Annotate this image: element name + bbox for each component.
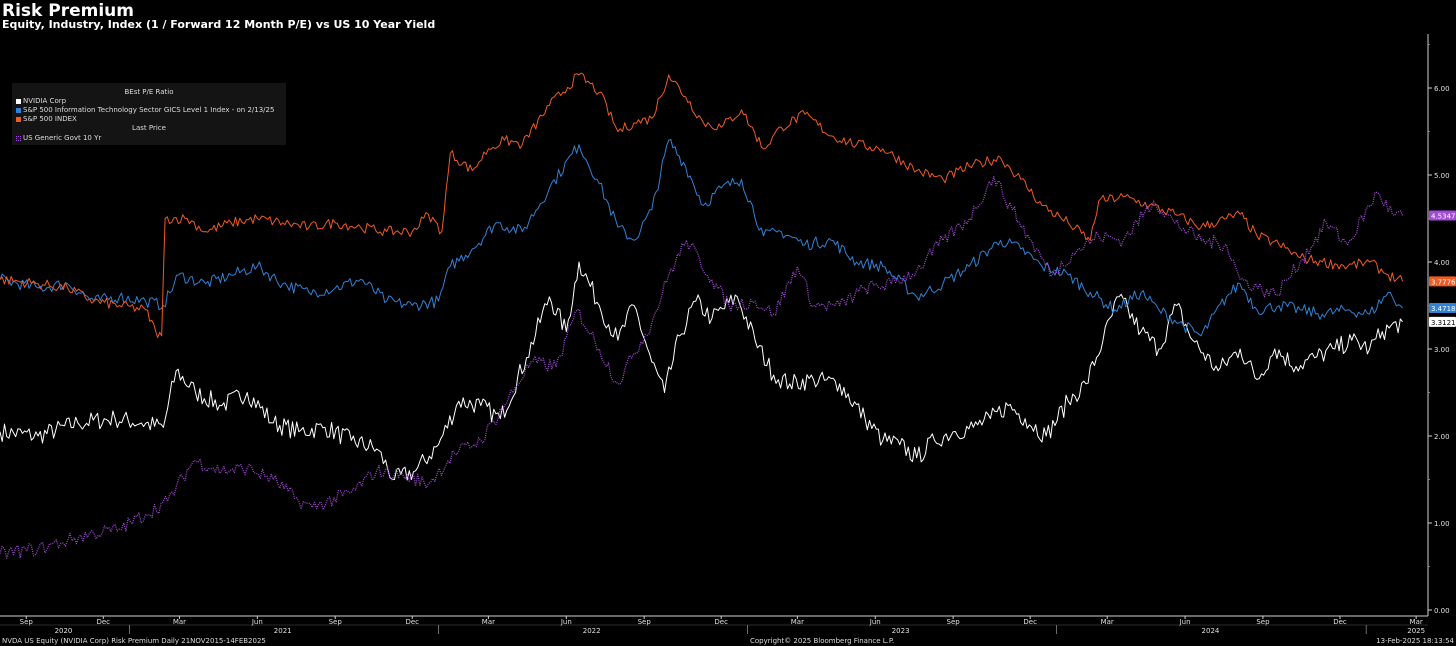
x-tick-label: Dec	[1333, 618, 1347, 626]
x-tick-label: Mar	[1410, 618, 1423, 626]
y-tick-label: 0.00	[1434, 607, 1450, 615]
y-tick-label: 6.00	[1434, 85, 1450, 93]
x-tick-label: Jun	[560, 618, 572, 626]
legend-header-pe: BEst P/E Ratio	[124, 88, 174, 96]
chart-title: Risk Premium	[2, 1, 134, 21]
x-year-label: 2025	[1407, 627, 1425, 635]
legend-item-sp500-it: S&P 500 Information Technology Sector GI…	[16, 106, 274, 114]
x-tick-label: Jun	[251, 618, 263, 626]
legend-label-sp500: S&P 500 INDEX	[23, 115, 77, 123]
series-line-sp500	[0, 72, 1404, 338]
x-tick-label: Mar	[791, 618, 804, 626]
legend-item-sp500: S&P 500 INDEX	[16, 115, 77, 123]
x-year-label: 2021	[274, 627, 292, 635]
y-tick-label: 3.00	[1434, 346, 1450, 354]
x-year-label: 2023	[892, 627, 910, 635]
legend-swatch-nvidia	[16, 98, 21, 104]
legend-item-us10y: US Generic Govt 10 Yr	[16, 134, 101, 142]
x-tick-label: Sep	[329, 618, 343, 626]
legend-swatch-sp500	[16, 116, 21, 122]
x-tick-label: Dec	[96, 618, 110, 626]
last-price-tag-sp500-it	[1429, 302, 1456, 313]
series-line-sp500-it	[0, 138, 1403, 337]
y-tick-label: 5.00	[1434, 172, 1450, 180]
y-tick-label: 1.00	[1434, 520, 1450, 528]
legend-header-last-price: Last Price	[132, 124, 166, 132]
legend-label-us10y: US Generic Govt 10 Yr	[23, 134, 102, 142]
last-price-tag-sp500	[1429, 276, 1456, 287]
x-year-label: 2020	[55, 627, 73, 635]
last-price-tag-nvidia	[1429, 316, 1456, 327]
series-line-us10y	[0, 176, 1404, 559]
footer-timestamp: 13-Feb-2025 18:13:54	[1376, 637, 1454, 645]
x-tick-label: Mar	[173, 618, 186, 626]
footer-source: NVDA US Equity (NVIDIA Corp) Risk Premiu…	[2, 637, 266, 645]
legend-item-nvidia: NVIDIA Corp	[16, 97, 66, 105]
last-price-label-sp500-it: 3.4718	[1431, 305, 1456, 313]
x-year-label: 2022	[583, 627, 601, 635]
x-tick-label: Dec	[714, 618, 728, 626]
y-tick-label: 4.00	[1434, 259, 1450, 267]
x-tick-label: Sep	[947, 618, 961, 626]
legend-swatch-us10y	[16, 135, 21, 141]
x-year-label: 2024	[1202, 627, 1220, 635]
x-tick-label: Sep	[638, 618, 652, 626]
x-tick-label: Sep	[1256, 618, 1270, 626]
last-price-label-nvidia: 3.3121	[1431, 319, 1456, 327]
chart-subtitle: Equity, Industry, Index (1 / Forward 12 …	[2, 18, 436, 31]
last-price-label-sp500: 3.7776	[1431, 278, 1456, 286]
x-tick-label: Jun	[1179, 618, 1191, 626]
footer-copyright: Copyright© 2025 Bloomberg Finance L.P.	[750, 637, 895, 645]
x-tick-label: Dec	[1023, 618, 1037, 626]
x-tick-label: Mar	[482, 618, 495, 626]
series-line-nvidia	[0, 261, 1403, 481]
y-tick-label: 2.00	[1434, 433, 1450, 441]
last-price-tag-us10y	[1429, 210, 1456, 221]
x-tick-label: Mar	[1101, 618, 1114, 626]
legend-label-sp500-it: S&P 500 Information Technology Sector GI…	[23, 106, 275, 114]
legend: BEst P/E Ratio NVIDIA Corp S&P 500 Infor…	[12, 83, 286, 145]
x-tick-label: Dec	[405, 618, 419, 626]
legend-swatch-sp500-it	[16, 107, 21, 113]
x-tick-label: Sep	[20, 618, 34, 626]
last-price-label-us10y: 4.5347	[1431, 212, 1456, 220]
legend-label-nvidia: NVIDIA Corp	[23, 97, 67, 105]
x-tick-label: Jun	[869, 618, 881, 626]
